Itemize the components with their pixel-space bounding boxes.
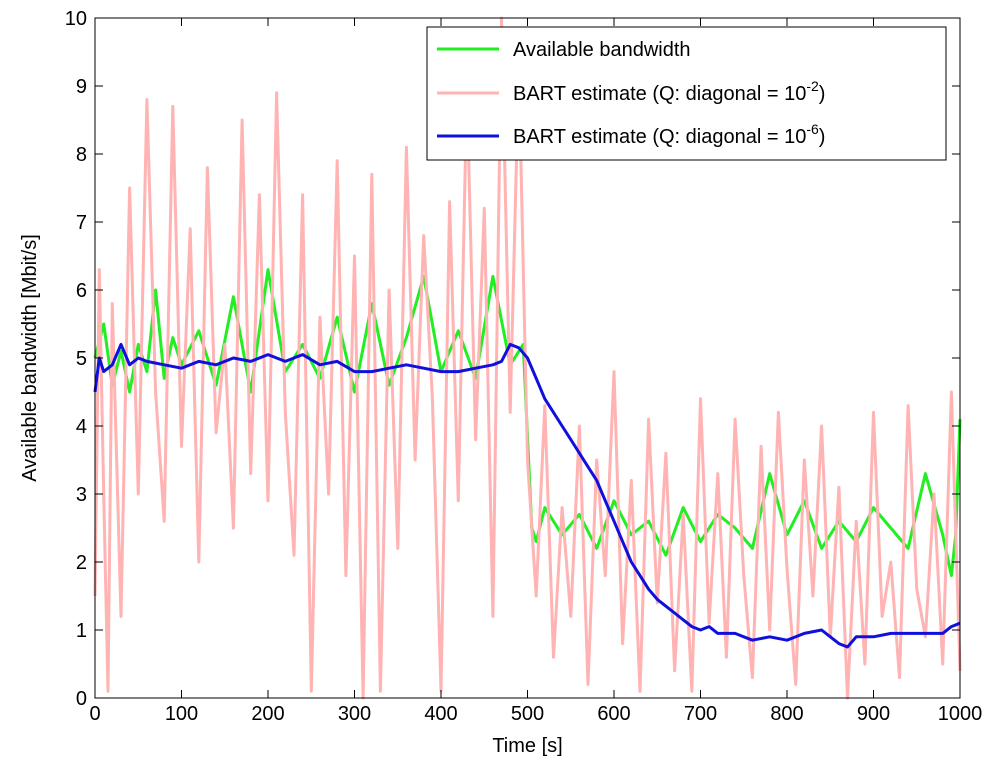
legend-label-3: BART estimate (Q: diagonal = 10-6) xyxy=(513,121,825,148)
x-tick-label: 600 xyxy=(597,703,630,725)
y-tick-label: 4 xyxy=(76,416,87,438)
x-tick-label: 300 xyxy=(338,703,371,725)
series-line-3 xyxy=(93,342,961,649)
y-axis-title: Available bandwidth [Mbit/s] xyxy=(19,234,41,482)
x-tick-label: 1000 xyxy=(938,703,983,725)
x-axis-title: Time [s] xyxy=(492,735,562,757)
y-tick-label: 7 xyxy=(76,212,87,234)
legend-label-2: BART estimate (Q: diagonal = 10-2) xyxy=(513,78,825,105)
x-tick-label: 900 xyxy=(857,703,890,725)
y-tick-label: 0 xyxy=(76,688,87,710)
y-tick-label: 1 xyxy=(76,620,87,642)
legend-label-1: Available bandwidth xyxy=(513,39,691,61)
x-tick-label: 200 xyxy=(251,703,284,725)
y-tick-label: 3 xyxy=(76,484,87,506)
y-tick-label: 9 xyxy=(76,76,87,98)
x-tick-label: 400 xyxy=(424,703,457,725)
y-tick-label: 8 xyxy=(76,144,87,166)
legend-box xyxy=(426,26,947,161)
x-tick-label: 700 xyxy=(684,703,717,725)
y-tick-label: 2 xyxy=(76,552,87,574)
x-tick-label: 800 xyxy=(770,703,803,725)
ticks-layer: 0 100 200 300 400 500 600 700 800 900 1000 0 1 2 3 4 5 6 7… xyxy=(65,8,983,725)
y-tick-label: 5 xyxy=(76,348,87,370)
x-tick-label: 500 xyxy=(511,703,544,725)
legend: Available bandwidth BART estimate (Q: dia… xyxy=(426,26,947,161)
x-tick-label: 0 xyxy=(89,703,100,725)
y-tick-label: 6 xyxy=(76,280,87,302)
y-tick-label: 10 xyxy=(65,8,87,30)
x-tick-label: 100 xyxy=(165,703,198,725)
